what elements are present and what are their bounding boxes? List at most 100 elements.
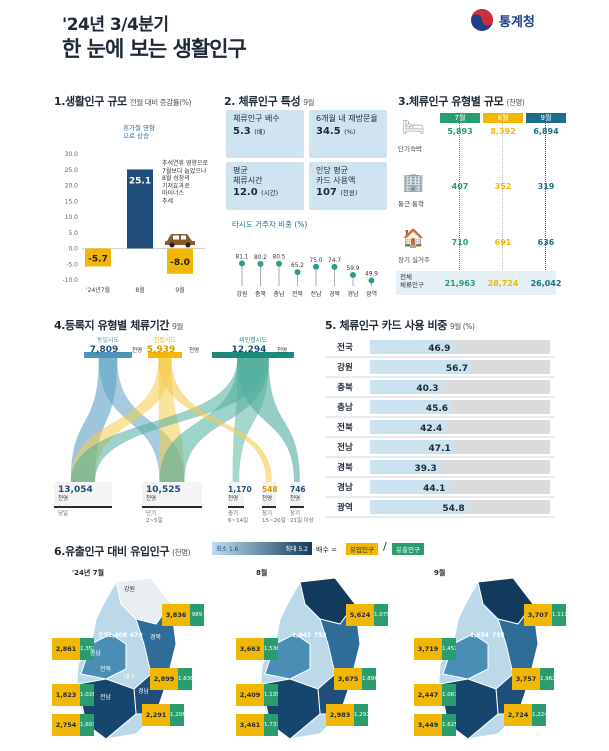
bar [370,340,455,354]
y-tick-label: 15.0 [65,198,79,205]
row-value: 407 [451,182,469,191]
outflow-box: 1,737 [264,714,278,736]
stat-card-value: 12.0 (시간) [233,187,279,199]
sankey-target-bg [290,482,304,506]
bar-value-label: 54.8 [442,504,464,514]
sankey-target-value: 10,525 [146,485,181,495]
sankey-source-label: 비인접시도 [239,336,267,344]
inflow-box: 3,757 [512,668,540,690]
sankey-target-bg [142,482,202,506]
stat-card-unit: (배) [254,127,266,136]
bar-value-label: -8.0 [170,258,190,268]
region-label: 전북 [100,666,112,673]
bar [370,420,447,434]
row-label: 장기 실거주 [398,256,430,264]
s5-bar-chart: 전국 46.9 강원 56.7 충북 40.3 충남 45.6 전북 42.4 전남 47.1 경북 39… [325,338,555,518]
row-label: 단기숙박 [398,145,422,153]
stat-card: 6개월 내 재방문율 34.5 (%) [309,110,387,158]
column-guide [502,123,503,288]
bar-category: 경북 [337,462,353,473]
y-tick-label: -10.0 [62,277,78,284]
bar [167,248,193,274]
bar [370,380,443,394]
inflow-box: 2,291 [142,704,170,726]
lollipop-category: 충남 [273,290,285,298]
bar-category: 경남 [337,482,353,493]
bar-value-label: 46.9 [428,344,450,354]
sankey-target-bar [142,506,202,508]
sankey-target-bg [228,482,244,506]
total-label: 전체 체류인구 [400,273,424,290]
lollipop-dot [350,272,356,279]
bar-category: 전남 [337,442,353,453]
row-label-bg [325,438,365,456]
stat-card: 인당 평균 카드 사용액 107 (천원) [309,162,387,210]
sankey-target-unit: 천명 [228,494,238,502]
row-label-bg [325,418,365,436]
total-value: 26,042 [530,279,562,288]
sankey-target-value: 1,170 [228,485,252,494]
bar-value-label: 47.1 [429,444,451,454]
lollipop-value: 80.2 [254,255,267,261]
s2-lollipop-chart: 81.1 강원 80.2 충북 80.5 충남 65.2 전북 75.0 전남 74.7 경북 59.9… [236,254,379,298]
bar-category: 강원 [337,362,353,373]
sankey-target-label: 2~5일 [146,516,163,524]
bar [85,248,111,267]
outflow-box: 1,357 [80,638,94,660]
region-label: 경남 [138,688,150,695]
lollipop-dot [294,269,301,276]
map-label: 8월 [256,569,268,577]
lollipop-dot [331,263,338,270]
outflow-box: 1,297 [354,704,368,726]
s1-title: 1.생활인구 규모 전월 대비 증감률(%) [54,95,192,108]
lollipop-value: 81.1 [236,254,249,260]
sankey-target-unit: 천명 [290,494,300,502]
outflow-box: 1,224 [532,704,546,726]
s3-title: 3.체류인구 유형별 규모 (천명) [398,95,525,108]
row-value: 5,893 [447,127,473,136]
inflow-box: 3,461 [236,714,264,736]
inflow-box: 3,836 [162,604,190,626]
stat-card: 평균 체류시간 12.0 (시간) [226,162,304,210]
sankey-source-unit: 천명 [132,346,142,354]
bar-value-label: 25.1 [129,176,151,186]
s1-bar-chart: 30.0 25.0 20.0 15.0 10.0 5.0 0.0 -5.0 -10.0 -5.7 '… [62,151,205,294]
region-label: 대구 [124,674,136,681]
stat-card-unit: (%) [344,127,356,136]
bar-value-label: 42.4 [420,424,442,434]
lollipop-category: 경남 [347,290,359,298]
outflow-box: 1,625 [442,714,456,736]
lollipop-dot [276,260,282,267]
inner-value: 1,943 [292,632,311,639]
y-tick-label: -5.0 [66,261,78,268]
bar [370,400,453,414]
inflow-box: 3,707 [524,604,552,626]
lollipop-category: 광역 [366,290,377,298]
row-value: 6,894 [533,127,559,136]
total-row [396,271,556,295]
lollipop-value: 74.7 [328,258,341,264]
sankey-target-label: 당일 [58,509,68,517]
s6-title: 6.유출인구 대비 유입인구 (천명) [54,545,191,558]
bar-value-label: 39.3 [415,464,437,474]
s1-note-aug: 휴가철 영향 으로 상승 [123,124,155,140]
sankey-target-label: 단기 [146,509,156,517]
y-tick-label: 20.0 [65,183,79,190]
outflow-box: 1,075 [374,604,388,626]
sankey-target-bar [290,506,304,508]
outflow-box: 1,536 [264,638,278,660]
page-title-line1: '24년 3/4분기 [62,15,169,35]
korea-map [259,577,361,740]
month-header: 9월 [526,113,566,123]
inflow-box: 3,719 [414,638,442,660]
sankey-source-value: 5,939 [147,345,175,355]
bar-value-label: -5.7 [88,254,108,264]
outflow-box: 1,206 [170,704,184,726]
lollipop-category: 전남 [310,290,322,298]
inflow-box: 2,983 [326,704,354,726]
region-label: 경북 [150,634,162,641]
s1-note-sep: 추석연휴 영향으로 7월보다 늘었으나 8월 성장의 기저효과로 마이너스 추세 [162,160,209,205]
bar-value-label: 40.3 [416,384,438,394]
month-header: 7월 [440,113,480,123]
